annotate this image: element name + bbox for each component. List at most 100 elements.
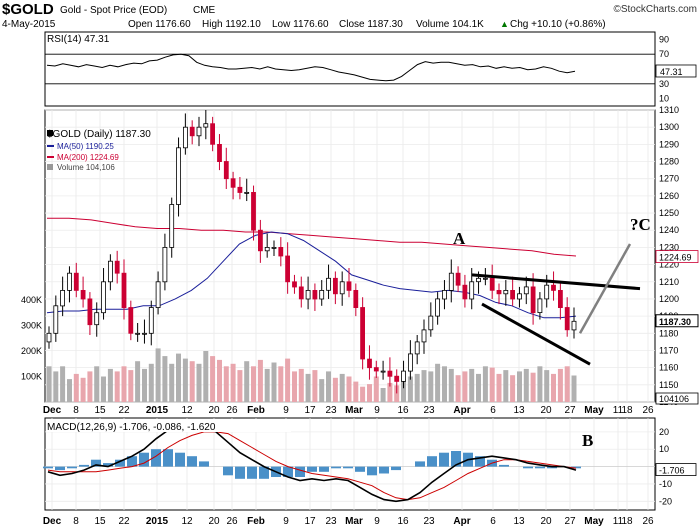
candle-body [530, 286, 536, 314]
volume-bar [428, 371, 434, 402]
price-tick-label: 1210 [659, 277, 679, 287]
volume-bar [462, 371, 468, 402]
rsi-last-value-box [655, 64, 697, 78]
x-tick-label: 26 [226, 405, 238, 416]
x-tick-label: 18 [621, 405, 633, 416]
candle-body [360, 307, 366, 360]
macd-last-value: -1.706 [659, 466, 685, 476]
candle-body [128, 307, 134, 334]
quote-low: Low 1176.60 [272, 19, 329, 30]
candle-body [73, 272, 79, 291]
macd-histogram-bar [523, 466, 533, 469]
candle-body [67, 272, 72, 291]
volume-bar [285, 358, 291, 402]
upper-trendline [471, 273, 641, 291]
macd-histogram-bar [283, 466, 293, 477]
x-tick-label: 9 [374, 405, 380, 416]
volume-bar [448, 368, 454, 402]
watermark: ©StockCharts.com [613, 4, 697, 15]
price-tick-label: 1290 [659, 139, 679, 149]
x-tick-label: 11 [613, 405, 624, 416]
volume-bar [489, 367, 495, 402]
candle-body [46, 332, 52, 343]
x-tick-label-bottom: 9 [283, 516, 289, 527]
macd-histogram-bar [451, 451, 461, 467]
wave-label-a: A [453, 229, 466, 248]
candle-body [148, 307, 154, 334]
candle-body [210, 123, 216, 145]
price-tick-label: 1310 [659, 105, 679, 115]
up-arrow-icon: ▲ [500, 19, 509, 29]
x-tick-label-bottom: 16 [397, 516, 409, 527]
macd-histogram-bar [259, 466, 269, 479]
macd-histogram-bar [319, 466, 329, 472]
x-tick-label-bottom: 11 [613, 516, 624, 527]
volume-bar [367, 384, 372, 402]
quote-change: Chg +10.10 (+0.86%) [510, 19, 606, 30]
projection-line [578, 243, 632, 334]
candle-body [244, 191, 250, 194]
candle-body [489, 277, 495, 291]
annotations: A B ?C [453, 215, 651, 450]
candle-body [414, 341, 420, 355]
volume-bar [339, 373, 345, 402]
candle-body [60, 289, 65, 307]
candle-body [448, 272, 454, 291]
volume-bar [101, 376, 106, 402]
candle-body [80, 289, 86, 300]
candle-body [510, 289, 516, 300]
x-tick-label-bottom: 8 [73, 516, 79, 527]
rsi-tick-label: 10 [659, 94, 669, 104]
x-tick-label-bottom: 15 [94, 516, 106, 527]
x-tick-label-bottom: 2015 [146, 516, 169, 527]
quote-open: Open 1176.60 [128, 19, 191, 30]
volume-bar [380, 388, 386, 402]
volume-bar [442, 366, 447, 402]
macd-histogram-bar [295, 466, 305, 477]
candle-body [571, 320, 577, 331]
volume-bar [414, 373, 420, 402]
candle-body [380, 370, 386, 373]
volume-bar [360, 386, 366, 402]
volume-bar [223, 366, 229, 402]
candle-body [53, 305, 59, 334]
candle-body [523, 286, 529, 295]
candle-body [87, 298, 93, 326]
volume-bar [530, 372, 536, 402]
candle-body [196, 126, 202, 137]
volume-bar [319, 379, 325, 402]
volume-bar [176, 353, 181, 402]
volume-bar [142, 368, 147, 402]
candle-body [251, 191, 256, 231]
volume-bar [80, 377, 86, 402]
candle-body [564, 307, 570, 331]
volume-bar [94, 366, 100, 402]
macd-histogram-bar [355, 466, 365, 472]
volume-bar [196, 363, 202, 403]
x-tick-label-bottom: 20 [540, 516, 552, 527]
price-tick-label: 1220 [659, 260, 679, 270]
instrument-name: Gold - Spot Price (EOD) [60, 5, 167, 16]
volume-bar [210, 356, 216, 402]
macd-histogram-bar [439, 452, 449, 467]
candle-body [455, 272, 461, 286]
candle-body [285, 255, 291, 283]
candle-body [387, 370, 393, 377]
volume-bar [60, 366, 66, 402]
ma200-line [47, 217, 577, 257]
volume-bar [537, 366, 543, 402]
volume-bar [135, 361, 141, 402]
volume-bar [237, 370, 243, 402]
candle-body [189, 126, 195, 137]
x-tick-label: 12 [181, 405, 193, 416]
x-tick-label: 27 [564, 405, 576, 416]
volume-bar [162, 356, 168, 402]
candle-body [155, 281, 161, 308]
price-tick-label: 1230 [659, 242, 679, 252]
ma200-legend-label: MA(200) 1224.69 [57, 153, 119, 162]
price-legend-swatch [47, 130, 53, 136]
macd-tick-label: -10 [659, 479, 672, 489]
volume-bar [189, 361, 195, 402]
macd-tick-label: -20 [659, 496, 672, 506]
volume-legend-swatch [47, 164, 53, 170]
